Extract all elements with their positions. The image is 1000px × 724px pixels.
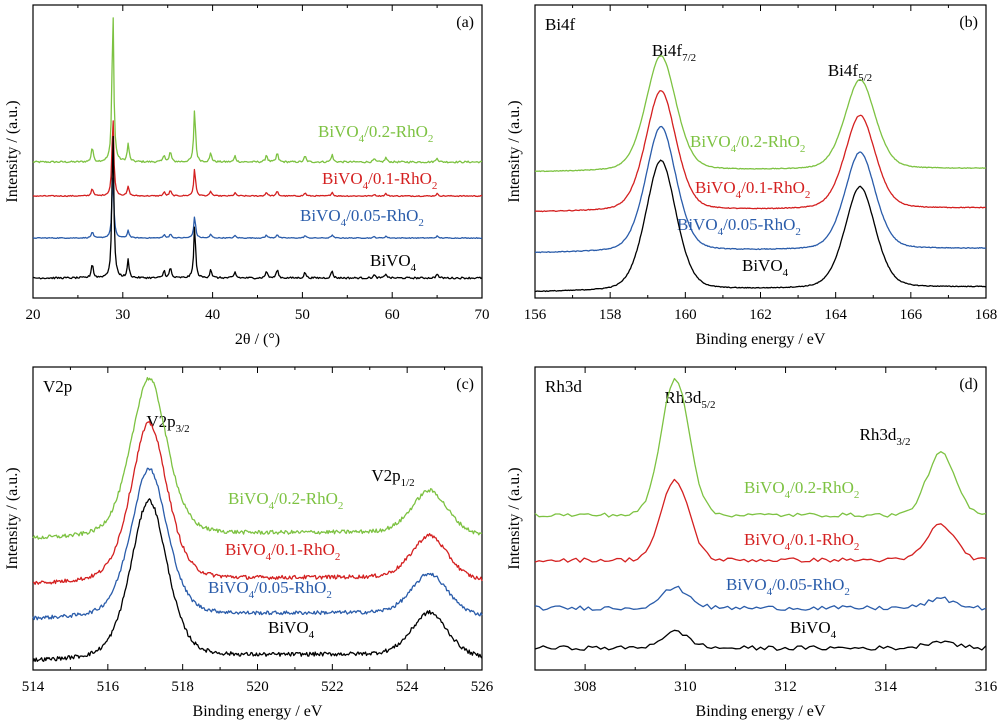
element-label: Bi4f [545,15,576,34]
x-axis-title: 2θ / (°) [235,331,280,348]
x-tick-label: 160 [674,307,697,323]
series-line [32,420,483,585]
x-tick-label: 316 [975,679,998,695]
series-label: BiVO4/0.1-RhO2 [225,540,340,563]
x-tick-label: 164 [824,307,847,323]
y-axis-title: Intensity / (a.u.) [4,100,21,202]
series-label: BiVO4 [370,251,417,274]
x-axis-title: Binding energy / eV [696,703,826,720]
x-tick-label: 70 [475,307,490,323]
x-tick-label: 50 [295,307,310,323]
series-label: BiVO4/0.2-RhO2 [228,489,343,512]
series-line [534,478,987,563]
x-tick-label: 526 [471,679,494,695]
series-label: BiVO4/0.05-RhO2 [208,578,332,601]
series-label: BiVO4 [790,618,837,641]
series-line [32,17,483,164]
peak-label: Rh3d5/2 [665,388,716,411]
plot-frame [534,366,987,671]
x-tick-label: 516 [97,679,120,695]
plot-frame [32,366,483,671]
x-tick-label: 156 [524,307,547,323]
panel-tag: (d) [959,376,978,393]
series-label: BiVO4/0.1-RhO2 [744,530,859,553]
x-tick-label: 168 [975,307,998,323]
x-tick-label: 310 [674,679,697,695]
y-axis-title: Intensity / (a.u.) [506,467,523,569]
panel-c: 514 516 518 520 522 524 526 Binding energy / eV… [4,366,494,720]
x-tick-label: 312 [774,679,797,695]
x-tick-label: 40 [205,307,220,323]
x-tick-label: 524 [396,679,419,695]
panel-tag: (b) [959,14,978,31]
x-tick-label: 162 [749,307,772,323]
series-label: BiVO4/0.05-RhO2 [300,206,424,229]
panel-tag: (a) [456,14,474,31]
element-label: V2p [43,377,72,396]
y-axis-title: Intensity / (a.u.) [506,100,523,202]
x-tick-label: 514 [22,679,45,695]
series-line [534,585,987,611]
x-tick-label: 518 [171,679,194,695]
series-label: BiVO4/0.2-RhO2 [690,132,805,155]
x-tick-label: 522 [321,679,344,695]
series-line [534,90,987,213]
plot-frame [32,4,483,299]
peak-label: V2p3/2 [146,412,189,435]
plot-frame [534,4,987,299]
peak-label: Bi4f5/2 [828,61,872,84]
y-axis-title: Intensity / (a.u.) [4,467,21,569]
series-label: BiVO4/0.1-RhO2 [322,169,437,192]
series-label: BiVO4 [742,256,789,279]
series-line [32,120,483,198]
series-label: BiVO4/0.2-RhO2 [744,478,859,501]
series-line [32,376,483,540]
panel-a: 20 30 40 50 60 70 2θ / (°) Intensity / (a.u.) (a… [4,4,490,348]
x-axis-title: Binding energy / eV [696,331,826,348]
x-axis-title: Binding energy / eV [193,703,323,720]
series-line [32,177,483,240]
panel-tag: (c) [456,376,474,393]
panel-b: 156 158 160 162 164 166 168 Binding energy / eV… [506,4,998,348]
series-line [32,498,483,663]
series-line [534,55,987,173]
panel-d: 308 310 312 314 316 Binding energy / eV Intens… [506,366,998,720]
series-line [534,125,987,254]
peak-label: V2p1/2 [371,466,414,489]
series-line [534,377,987,518]
series-line [32,467,483,621]
peak-label: Rh3d3/2 [860,425,911,448]
series-line [32,135,483,280]
x-tick-label: 158 [599,307,622,323]
series-label: BiVO4/0.05-RhO2 [726,575,850,598]
series-label: BiVO4/0.1-RhO2 [695,178,810,201]
x-tick-label: 30 [115,307,130,323]
series-label: BiVO4/0.05-RhO2 [677,215,801,238]
x-tick-label: 314 [875,679,898,695]
peak-label: Bi4f7/2 [652,41,696,64]
element-label: Rh3d [545,377,582,396]
x-tick-label: 520 [246,679,269,695]
x-tick-label: 166 [900,307,923,323]
x-tick-label: 308 [574,679,597,695]
series-line [534,159,986,293]
series-label: BiVO4 [268,618,315,641]
series-label: BiVO4/0.2-RhO2 [318,122,433,145]
x-tick-label: 60 [385,307,400,323]
x-tick-label: 20 [26,307,41,323]
series-line [534,629,987,651]
